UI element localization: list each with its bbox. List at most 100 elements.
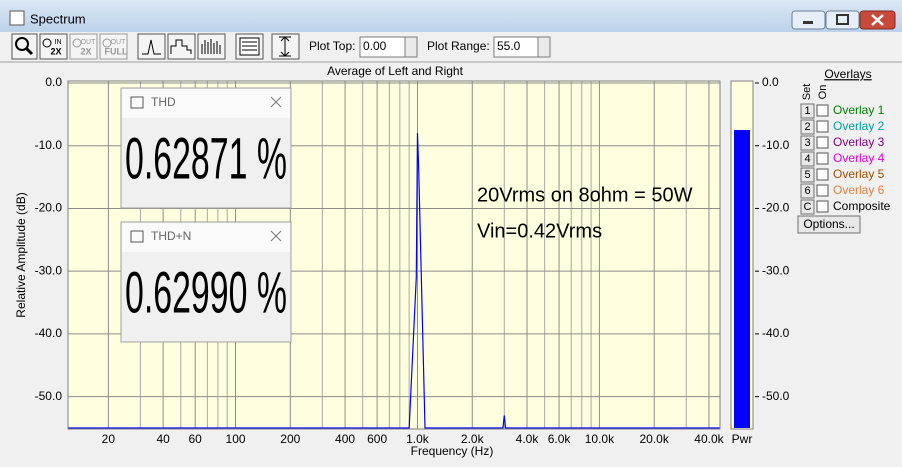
x-tick-label: 20.0k <box>640 432 670 446</box>
set-button[interactable] <box>800 103 815 119</box>
button-label: OUT <box>111 39 127 46</box>
plot <box>68 133 720 429</box>
title-bar <box>0 0 902 32</box>
set-button[interactable] <box>800 183 815 199</box>
button-label: FULL <box>105 46 128 56</box>
overlays-panel: Overlays Set On Options... 1 Overlay 1 2 Ov… <box>797 67 891 234</box>
minimize-glyph <box>803 21 813 24</box>
overlay-checkbox[interactable] <box>816 104 829 117</box>
set-label: 6 <box>804 185 810 197</box>
overlay-name: Overlay 3 <box>833 135 885 149</box>
x-tick-label: 1.0k <box>406 432 430 446</box>
chart-title: Average of Left and Right <box>327 64 464 78</box>
overlay-name: Overlay 5 <box>833 167 885 181</box>
button-label: OUT <box>81 39 97 46</box>
overlay-checkbox[interactable] <box>816 168 829 181</box>
panel-close[interactable] <box>270 96 282 108</box>
overlay-checkbox[interactable] <box>816 152 829 165</box>
x-tick-label: 200 <box>280 432 300 446</box>
meter-tick-label: -10.0 <box>762 138 790 152</box>
set-button[interactable] <box>800 151 815 167</box>
step-view-glyph <box>170 39 192 54</box>
annotation: Vin=0.42Vrms <box>477 220 602 242</box>
set-button[interactable] <box>800 199 815 215</box>
y-tick-label: -50.0 <box>35 389 63 403</box>
set-button[interactable] <box>800 119 815 135</box>
x-tick-label: 40.0k <box>694 432 724 446</box>
set-label: 1 <box>804 105 810 117</box>
maximize-button[interactable] <box>825 10 860 30</box>
panel-value: 0.62990 % <box>125 260 287 325</box>
set-button[interactable] <box>800 167 815 183</box>
panel-close[interactable] <box>270 230 282 242</box>
overlay-name: Composite <box>833 199 891 213</box>
x-tick-label: 2.0k <box>461 432 485 446</box>
plot-top-label: Plot Top: <box>309 39 355 53</box>
plot-range-spinner[interactable] <box>537 36 551 58</box>
range-glyph <box>279 36 291 57</box>
overlay-checkbox[interactable] <box>816 184 829 197</box>
plot-range-value: 55.0 <box>497 39 521 53</box>
panel-header <box>122 223 290 252</box>
meter-tick-label: -50.0 <box>762 389 790 403</box>
table-glyph <box>242 41 257 51</box>
power-label: Pwr <box>732 432 753 446</box>
x-tick-label: 40 <box>156 432 170 446</box>
on-header: On <box>817 85 829 100</box>
y-tick-label: -40.0 <box>35 326 63 340</box>
power-bar <box>734 130 750 428</box>
overlay-name: Overlay 1 <box>833 103 885 117</box>
overlay-name: Overlay 4 <box>833 151 885 165</box>
overlay-checkbox[interactable] <box>816 136 829 149</box>
panel-value: 0.62871 % <box>125 126 287 191</box>
set-label: 2 <box>804 121 810 133</box>
overlay-checkbox[interactable] <box>816 200 829 213</box>
x-tick-label: 4.0k <box>516 432 540 446</box>
y-tick-label: -20.0 <box>35 201 63 215</box>
set-label: 5 <box>804 169 810 181</box>
x-tick-label: 20 <box>102 432 116 446</box>
app-icon <box>9 10 25 26</box>
plot-top-value: 0.00 <box>363 39 387 53</box>
annotations: 20Vrms on 8ohm = 50W Vin=0.42Vrms <box>477 184 693 242</box>
grid: 20 40 60 100 200 400 600 1.0k 2.0k 4.0k 6.0k 10.0k 2… <box>35 75 725 446</box>
set-label: C <box>804 201 812 213</box>
meter-tick-label: -20.0 <box>762 201 790 215</box>
line-view-glyph <box>142 39 161 55</box>
overlay-checkbox[interactable] <box>816 120 829 133</box>
y-tick-label: -30.0 <box>35 263 63 277</box>
meter-panels: THD 0.62871 % THD+N 0.62990 % <box>120 87 292 343</box>
options-button[interactable] <box>797 215 861 234</box>
x-tick-label: 60 <box>188 432 202 446</box>
button-glyph <box>102 38 112 48</box>
x-tick-label: 10.0k <box>585 432 615 446</box>
overlays-title: Overlays <box>824 67 871 81</box>
set-label: 4 <box>804 153 810 165</box>
close-glyph <box>871 14 884 26</box>
x-tick-label: 100 <box>226 432 246 446</box>
button-label: 2X <box>50 46 61 56</box>
panel-icon <box>130 230 144 243</box>
plot-range-label: Plot Range: <box>427 39 490 53</box>
window-title: Spectrum <box>30 11 86 26</box>
panel-title: THD <box>151 95 176 109</box>
line-view-button[interactable] <box>137 33 166 60</box>
panel-header <box>122 89 290 118</box>
button-label: IN <box>55 39 62 46</box>
x-tick-label: 6.0k <box>548 432 572 446</box>
x-tick-label: 600 <box>367 432 387 446</box>
plot-top-spinner[interactable] <box>404 36 418 58</box>
y-tick-label: 0.0 <box>45 75 62 89</box>
y-tick-label: -10.0 <box>35 138 63 152</box>
overlay-name: Overlay 2 <box>833 119 885 133</box>
meter-tick-label: 0.0 <box>762 75 779 89</box>
spectrum-line <box>68 133 720 429</box>
minimize-button[interactable] <box>791 10 826 30</box>
meter-tick-label: -40.0 <box>762 326 790 340</box>
annotation: 20Vrms on 8ohm = 50W <box>477 184 693 206</box>
set-button[interactable] <box>800 135 815 151</box>
options-label: Options... <box>803 217 854 231</box>
panel-icon <box>130 96 144 109</box>
bar-view-glyph <box>201 39 221 54</box>
